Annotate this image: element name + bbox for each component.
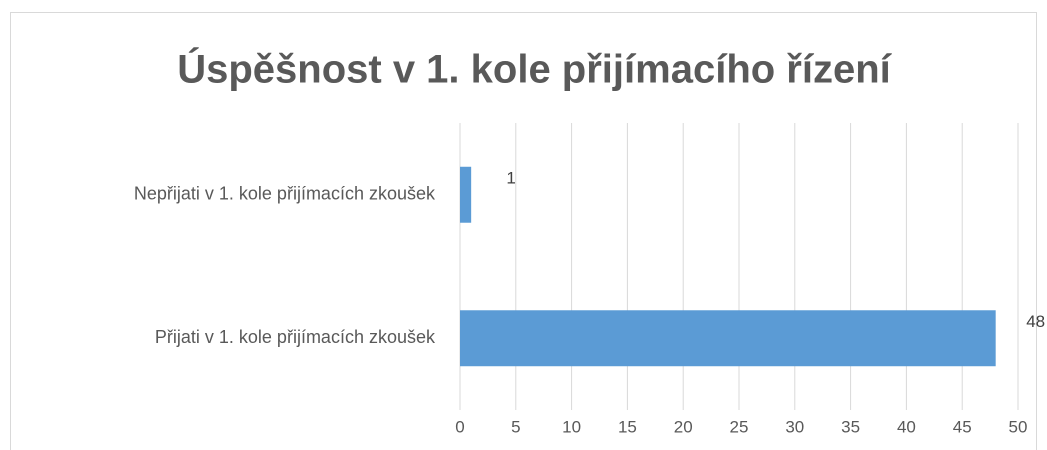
chart-title: Úspěšnost v 1. kole přijímacího řízení (177, 46, 892, 92)
x-tick-label: 30 (785, 417, 804, 436)
x-tick-label: 45 (953, 417, 972, 436)
x-tick-label: 5 (511, 417, 520, 436)
x-tick-label: 0 (455, 417, 464, 436)
x-tick-label: 20 (674, 417, 693, 436)
x-tick-label: 35 (841, 417, 860, 436)
x-tick-label: 25 (730, 417, 749, 436)
bar (460, 166, 472, 223)
data-label: 48 (1026, 312, 1045, 331)
data-label: 1 (506, 168, 515, 187)
chart-border (10, 12, 1037, 450)
x-tick-label: 10 (562, 417, 581, 436)
x-tick-label: 15 (618, 417, 637, 436)
x-tick-label: 50 (1009, 417, 1028, 436)
x-tick-label: 40 (897, 417, 916, 436)
y-tick-label: Nepřijati v 1. kole přijímacích zkoušek (134, 184, 436, 204)
bar (460, 310, 996, 367)
y-tick-label: Přijati v 1. kole přijímacích zkoušek (155, 327, 436, 347)
